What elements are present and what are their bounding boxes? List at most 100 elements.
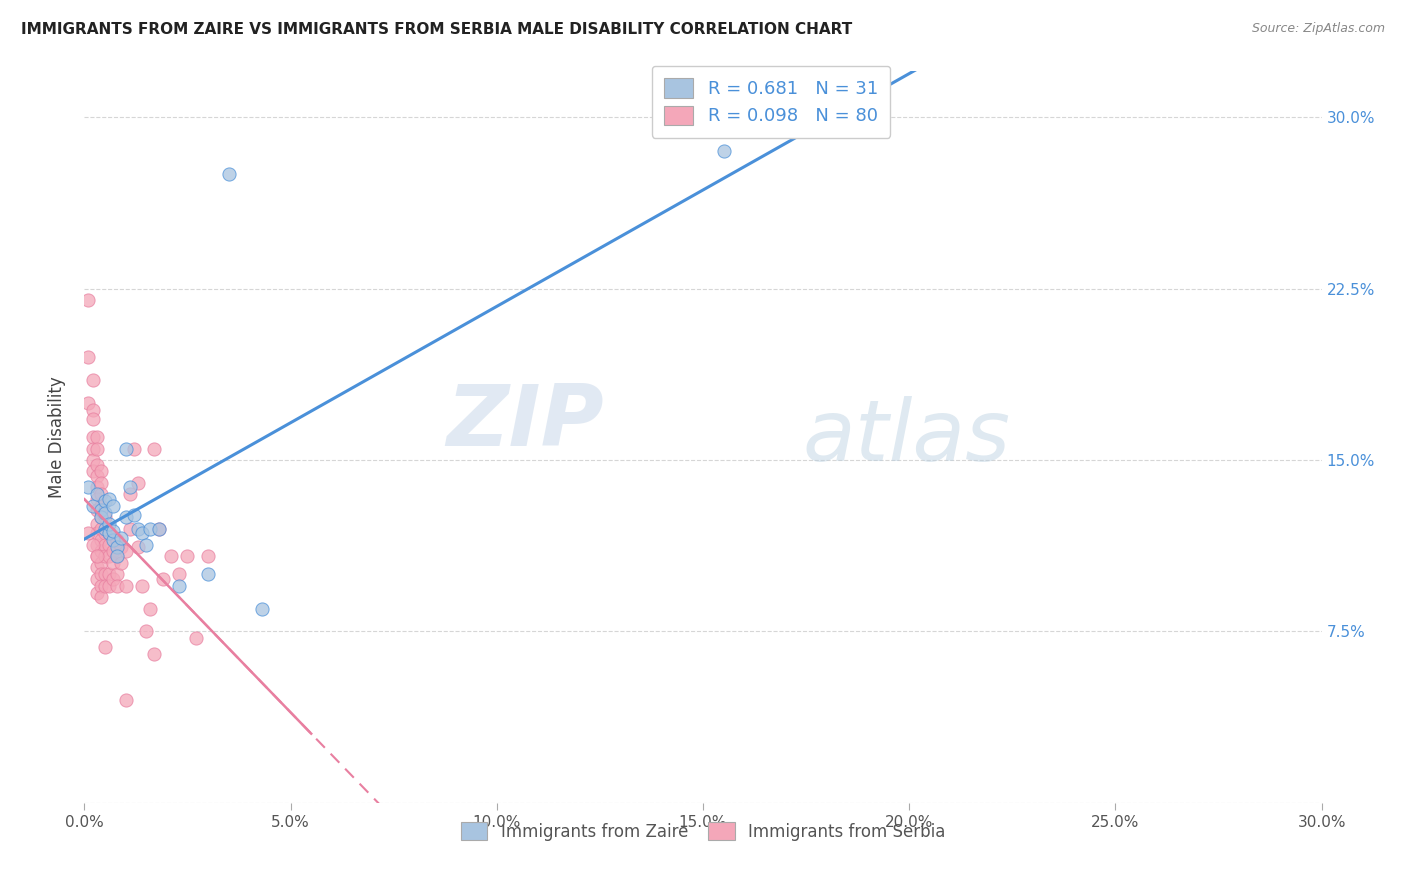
Point	[105, 567, 128, 582]
Point	[250, 601, 273, 615]
Point	[94, 494, 117, 508]
Point	[86, 480, 108, 494]
Point	[105, 579, 128, 593]
Text: ZIP: ZIP	[446, 381, 605, 464]
Point	[86, 585, 108, 599]
Point	[90, 503, 112, 517]
Point	[143, 647, 166, 661]
Point	[110, 556, 132, 570]
Point	[86, 458, 108, 472]
Point	[197, 567, 219, 582]
Point	[131, 579, 153, 593]
Point	[82, 402, 104, 417]
Point	[82, 499, 104, 513]
Point	[90, 510, 112, 524]
Point	[82, 537, 104, 551]
Point	[103, 556, 125, 570]
Point	[135, 537, 157, 551]
Point	[184, 632, 207, 646]
Point	[110, 531, 132, 545]
Point	[127, 475, 149, 490]
Point	[118, 521, 141, 535]
Point	[139, 601, 162, 615]
Point	[77, 526, 100, 541]
Point	[86, 442, 108, 456]
Point	[98, 537, 121, 551]
Point	[98, 526, 121, 541]
Point	[98, 526, 121, 541]
Y-axis label: Male Disability: Male Disability	[48, 376, 66, 498]
Point	[118, 487, 141, 501]
Point	[139, 521, 162, 535]
Point	[90, 567, 112, 582]
Point	[98, 567, 121, 582]
Point	[86, 491, 108, 506]
Point	[86, 549, 108, 563]
Point	[127, 540, 149, 554]
Point	[90, 499, 112, 513]
Point	[713, 145, 735, 159]
Point	[90, 521, 112, 535]
Point	[218, 167, 240, 181]
Point	[90, 579, 112, 593]
Point	[90, 544, 112, 558]
Point	[86, 503, 108, 517]
Point	[167, 567, 190, 582]
Text: atlas: atlas	[801, 395, 1010, 479]
Point	[94, 526, 117, 541]
Point	[114, 442, 136, 456]
Point	[82, 373, 104, 387]
Point	[82, 412, 104, 426]
Point	[122, 508, 145, 522]
Point	[86, 526, 108, 541]
Point	[94, 549, 117, 563]
Point	[90, 475, 112, 490]
Point	[98, 549, 121, 563]
Point	[86, 469, 108, 483]
Point	[82, 453, 104, 467]
Point	[82, 464, 104, 478]
Point	[82, 430, 104, 444]
Point	[98, 579, 121, 593]
Point	[86, 560, 108, 574]
Point	[103, 544, 125, 558]
Text: IMMIGRANTS FROM ZAIRE VS IMMIGRANTS FROM SERBIA MALE DISABILITY CORRELATION CHAR: IMMIGRANTS FROM ZAIRE VS IMMIGRANTS FROM…	[21, 22, 852, 37]
Point	[86, 430, 108, 444]
Point	[105, 533, 128, 547]
Point	[86, 487, 108, 501]
Point	[105, 540, 128, 554]
Point	[131, 526, 153, 541]
Point	[94, 521, 117, 535]
Point	[127, 521, 149, 535]
Point	[110, 540, 132, 554]
Point	[82, 442, 104, 456]
Point	[94, 579, 117, 593]
Point	[90, 487, 112, 501]
Point	[86, 537, 108, 551]
Point	[86, 549, 108, 563]
Point	[98, 516, 121, 531]
Point	[90, 590, 112, 604]
Point	[152, 572, 174, 586]
Point	[167, 579, 190, 593]
Point	[94, 510, 117, 524]
Point	[135, 624, 157, 639]
Legend: Immigrants from Zaire, Immigrants from Serbia: Immigrants from Zaire, Immigrants from S…	[453, 814, 953, 849]
Point	[77, 480, 100, 494]
Point	[90, 464, 112, 478]
Point	[77, 293, 100, 307]
Point	[90, 556, 112, 570]
Point	[118, 480, 141, 494]
Point	[90, 510, 112, 524]
Point	[94, 506, 117, 520]
Point	[114, 579, 136, 593]
Point	[176, 549, 198, 563]
Point	[160, 549, 183, 563]
Point	[94, 567, 117, 582]
Point	[105, 549, 128, 563]
Point	[148, 521, 170, 535]
Point	[103, 524, 125, 538]
Point	[122, 442, 145, 456]
Point	[94, 640, 117, 655]
Point	[103, 499, 125, 513]
